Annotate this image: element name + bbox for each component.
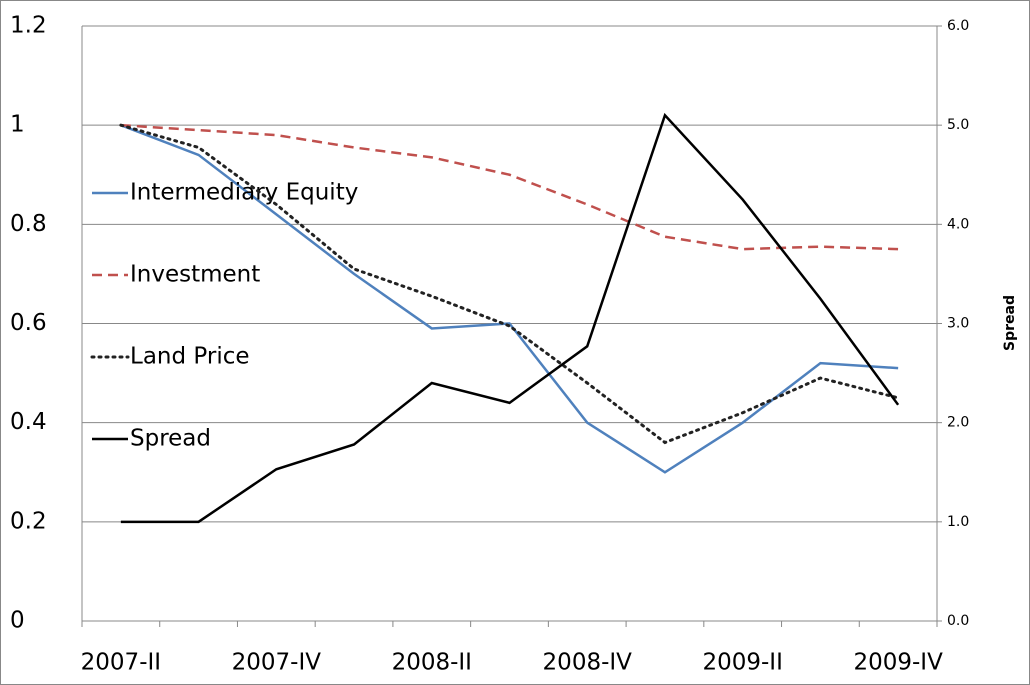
y-tick-label: 0.2: [10, 508, 47, 534]
series-line: [120, 112, 900, 524]
y2-tick-label: 2.0: [947, 415, 969, 431]
y-tick-label: 0.6: [10, 310, 47, 336]
y2-tick-label: 6.0: [947, 18, 969, 34]
y2-tick-label: 5.0: [947, 117, 969, 133]
y2-tick-label: 0.0: [947, 613, 969, 629]
x-tick-label: 2008-IV: [543, 650, 633, 676]
series-line: [119, 123, 900, 445]
x-tick-label: 2007-II: [81, 650, 161, 676]
legend-label: Land Price: [130, 344, 250, 370]
y-tick-label: 1: [10, 112, 25, 138]
legend-label: Spread: [130, 426, 211, 452]
y2-tick-label: 4.0: [947, 216, 969, 232]
y-tick-label: 1.2: [10, 13, 47, 39]
legend-label: Intermediary Equity: [130, 180, 358, 206]
series-line: [120, 123, 899, 474]
legend-label: Investment: [130, 262, 260, 288]
x-tick-label: 2009-IV: [853, 650, 943, 676]
x-tick-label: 2009-II: [702, 650, 782, 676]
y2-tick-label: 1.0: [947, 514, 969, 530]
x-tick-label: 2008-II: [392, 650, 472, 676]
x-tick-label: 2007-IV: [232, 650, 322, 676]
y-tick-label: 0.4: [10, 409, 47, 435]
y-tick-label: 0: [10, 608, 25, 634]
y2-tick-label: 3.0: [947, 316, 969, 332]
series-line: [120, 123, 899, 251]
y-tick-label: 0.8: [10, 211, 47, 237]
y2-axis-label: Spread: [1002, 295, 1018, 351]
